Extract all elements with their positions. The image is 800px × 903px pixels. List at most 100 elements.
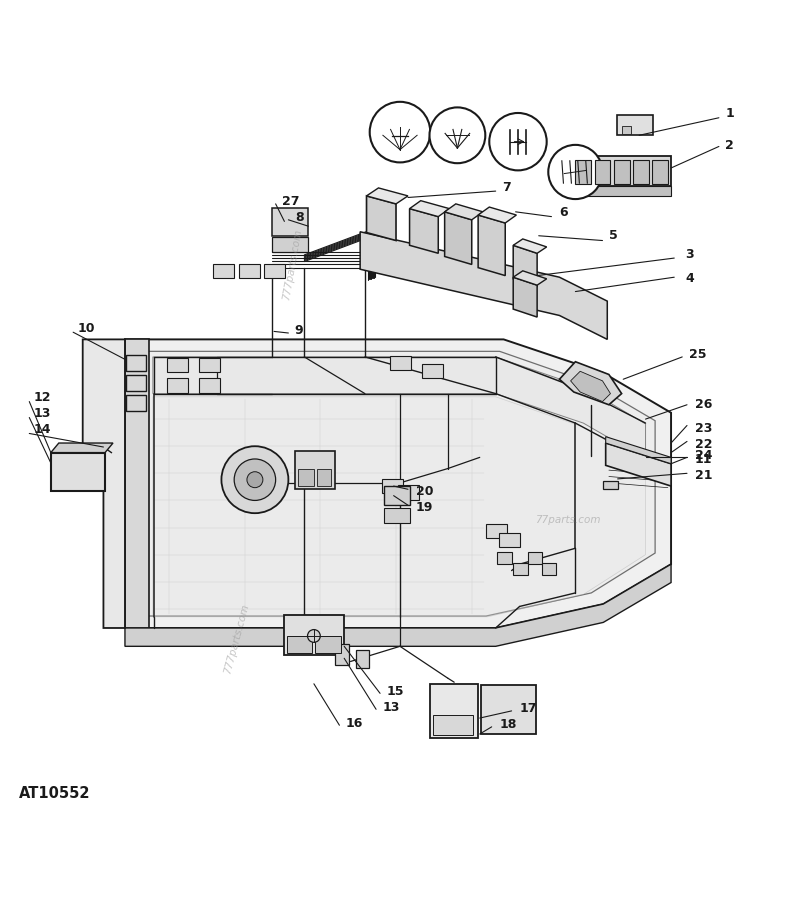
Bar [199, 379, 220, 394]
Bar [298, 469, 314, 487]
Bar [514, 563, 527, 576]
Bar [126, 376, 146, 392]
Bar [285, 616, 344, 656]
Text: 25: 25 [689, 348, 706, 361]
Text: 14: 14 [34, 423, 50, 435]
Polygon shape [153, 358, 646, 460]
Polygon shape [366, 197, 396, 241]
Text: 2: 2 [726, 138, 734, 152]
Bar [356, 650, 369, 668]
Polygon shape [514, 278, 537, 318]
Bar [652, 161, 668, 185]
Circle shape [490, 114, 546, 172]
Text: 3: 3 [686, 247, 694, 260]
Text: 15: 15 [386, 684, 404, 697]
Text: 4: 4 [686, 272, 694, 284]
Polygon shape [570, 372, 610, 402]
Polygon shape [559, 362, 622, 405]
Polygon shape [574, 157, 671, 187]
Bar [273, 238, 308, 253]
Bar [499, 534, 519, 548]
Text: AT10552: AT10552 [19, 786, 90, 800]
Circle shape [307, 630, 320, 643]
Polygon shape [514, 239, 546, 254]
Bar [594, 161, 610, 185]
Polygon shape [125, 340, 671, 628]
Text: 21: 21 [695, 469, 713, 482]
Text: 1: 1 [726, 107, 734, 120]
Polygon shape [514, 272, 546, 286]
Bar [617, 116, 653, 136]
Polygon shape [51, 443, 113, 453]
Bar [422, 365, 443, 379]
Polygon shape [125, 340, 149, 628]
Bar [482, 684, 535, 734]
Text: 12: 12 [34, 391, 50, 404]
Polygon shape [366, 189, 408, 205]
Circle shape [234, 460, 276, 501]
Text: 13: 13 [382, 700, 400, 712]
Polygon shape [606, 437, 671, 464]
Text: 18: 18 [500, 717, 517, 731]
Bar [126, 356, 146, 372]
Text: 10: 10 [78, 321, 95, 334]
Bar [286, 637, 312, 654]
Bar [575, 161, 591, 185]
Text: 17: 17 [519, 702, 537, 714]
Text: 27: 27 [282, 195, 299, 208]
Text: 24: 24 [695, 449, 713, 462]
Bar [398, 486, 419, 500]
Polygon shape [360, 232, 607, 340]
Text: 7: 7 [502, 181, 510, 193]
Bar [542, 563, 556, 576]
Text: 777parts.com: 777parts.com [222, 602, 250, 675]
Circle shape [247, 472, 263, 489]
Text: 19: 19 [416, 501, 434, 514]
Bar [294, 452, 334, 489]
Circle shape [430, 108, 486, 164]
Polygon shape [478, 216, 506, 276]
Bar [390, 357, 411, 371]
Text: 8: 8 [294, 211, 303, 224]
Bar [434, 715, 474, 735]
Text: 13: 13 [34, 406, 50, 420]
Bar [486, 524, 507, 538]
Bar [199, 358, 220, 373]
Text: 6: 6 [559, 206, 568, 219]
Bar [100, 445, 106, 450]
Bar [498, 553, 512, 564]
Polygon shape [82, 340, 125, 628]
Bar [239, 265, 260, 279]
Bar [622, 126, 631, 135]
Bar [167, 379, 188, 394]
Bar [167, 358, 188, 373]
Polygon shape [574, 187, 671, 197]
Bar [384, 487, 410, 506]
Circle shape [370, 103, 430, 163]
Polygon shape [51, 453, 105, 491]
Bar [430, 684, 478, 738]
Text: 77parts.com: 77parts.com [534, 514, 600, 524]
Polygon shape [125, 564, 671, 647]
Polygon shape [410, 201, 450, 218]
Polygon shape [410, 209, 438, 254]
Bar [214, 265, 234, 279]
Text: 9: 9 [294, 324, 303, 337]
Polygon shape [445, 212, 472, 265]
Polygon shape [141, 352, 655, 617]
Bar [265, 265, 286, 279]
Circle shape [222, 447, 288, 514]
Bar [334, 644, 349, 665]
Polygon shape [514, 246, 537, 287]
Polygon shape [606, 443, 671, 487]
Bar [603, 482, 618, 489]
Bar [273, 209, 308, 237]
Text: 20: 20 [416, 485, 434, 498]
Text: 777parts.com: 777parts.com [281, 228, 303, 301]
Circle shape [548, 145, 602, 200]
Bar [126, 396, 146, 412]
Bar [614, 161, 630, 185]
Text: 16: 16 [346, 716, 363, 729]
Bar [527, 553, 542, 564]
Text: 5: 5 [609, 228, 618, 241]
